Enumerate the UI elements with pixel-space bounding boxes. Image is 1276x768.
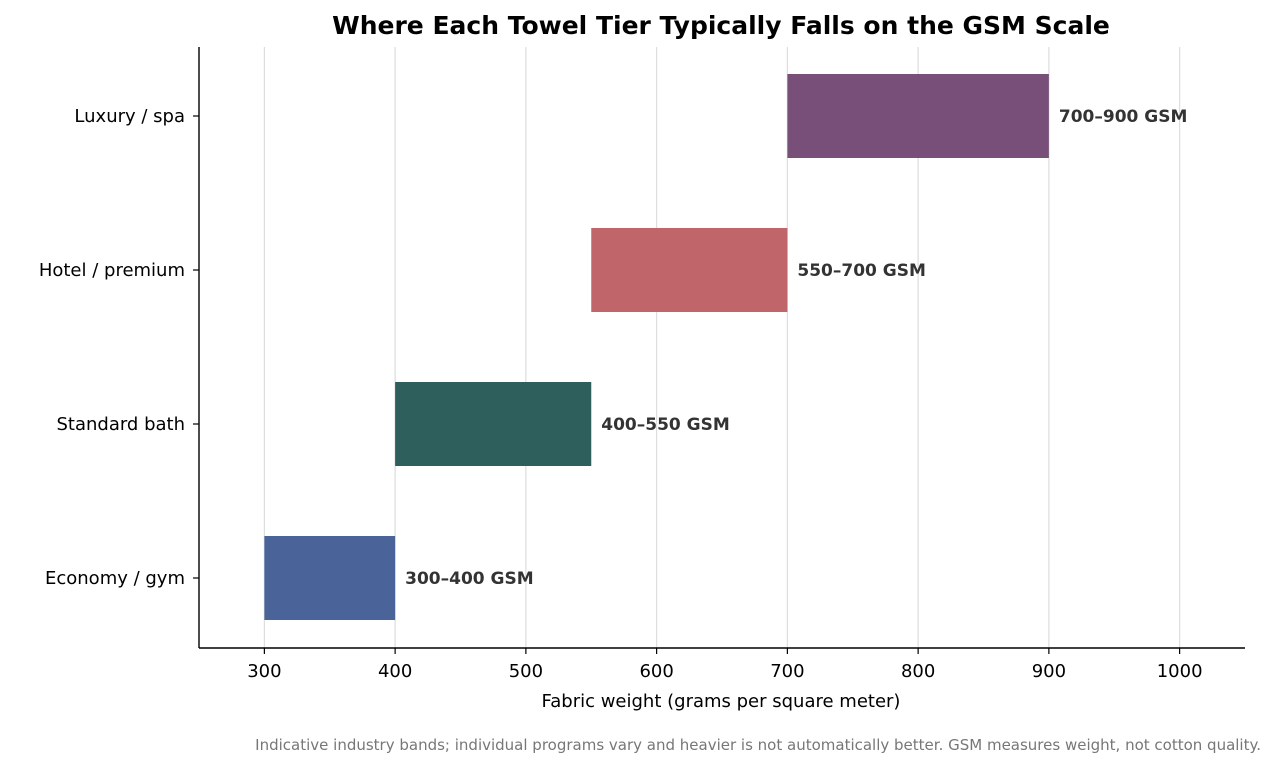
- tick-labels: 300 400 500 600 700 800 900 1000 Economy / gym St…: [39, 106, 1203, 682]
- data-labels: 300–400 GSM 400–550 GSM 550–700 GSM 700–900…: [405, 107, 1187, 589]
- x-tick-label-400: 400: [378, 661, 412, 682]
- data-label-hotel-premium: 550–700 GSM: [797, 261, 926, 281]
- axes: [193, 47, 1245, 654]
- bar-hotel-premium: [591, 228, 788, 312]
- y-tick-label-hotel-premium: Hotel / premium: [39, 260, 185, 281]
- x-tick-label-500: 500: [509, 661, 543, 682]
- x-tick-label-600: 600: [639, 661, 673, 682]
- x-tick-label-900: 900: [1032, 661, 1066, 682]
- y-tick-label-economy-gym: Economy / gym: [45, 568, 185, 589]
- y-tick-label-luxury-spa: Luxury / spa: [74, 106, 185, 127]
- data-label-luxury-spa: 700–900 GSM: [1059, 107, 1188, 127]
- x-tick-label-800: 800: [901, 661, 935, 682]
- x-tick-label-700: 700: [770, 661, 804, 682]
- bar-standard-bath: [395, 382, 592, 466]
- y-tick-label-standard-bath: Standard bath: [56, 414, 185, 435]
- data-label-economy-gym: 300–400 GSM: [405, 569, 534, 589]
- data-label-standard-bath: 400–550 GSM: [601, 415, 730, 435]
- bars: [264, 74, 1049, 620]
- bar-luxury-spa: [787, 74, 1049, 158]
- chart-title: Where Each Towel Tier Typically Falls on…: [332, 11, 1110, 40]
- x-tick-label-1000: 1000: [1157, 661, 1203, 682]
- x-tick-label-300: 300: [247, 661, 281, 682]
- bar-economy-gym: [264, 536, 396, 620]
- x-axis-label: Fabric weight (grams per square meter): [542, 691, 901, 712]
- footnote: Indicative industry bands; individual pr…: [255, 736, 1261, 754]
